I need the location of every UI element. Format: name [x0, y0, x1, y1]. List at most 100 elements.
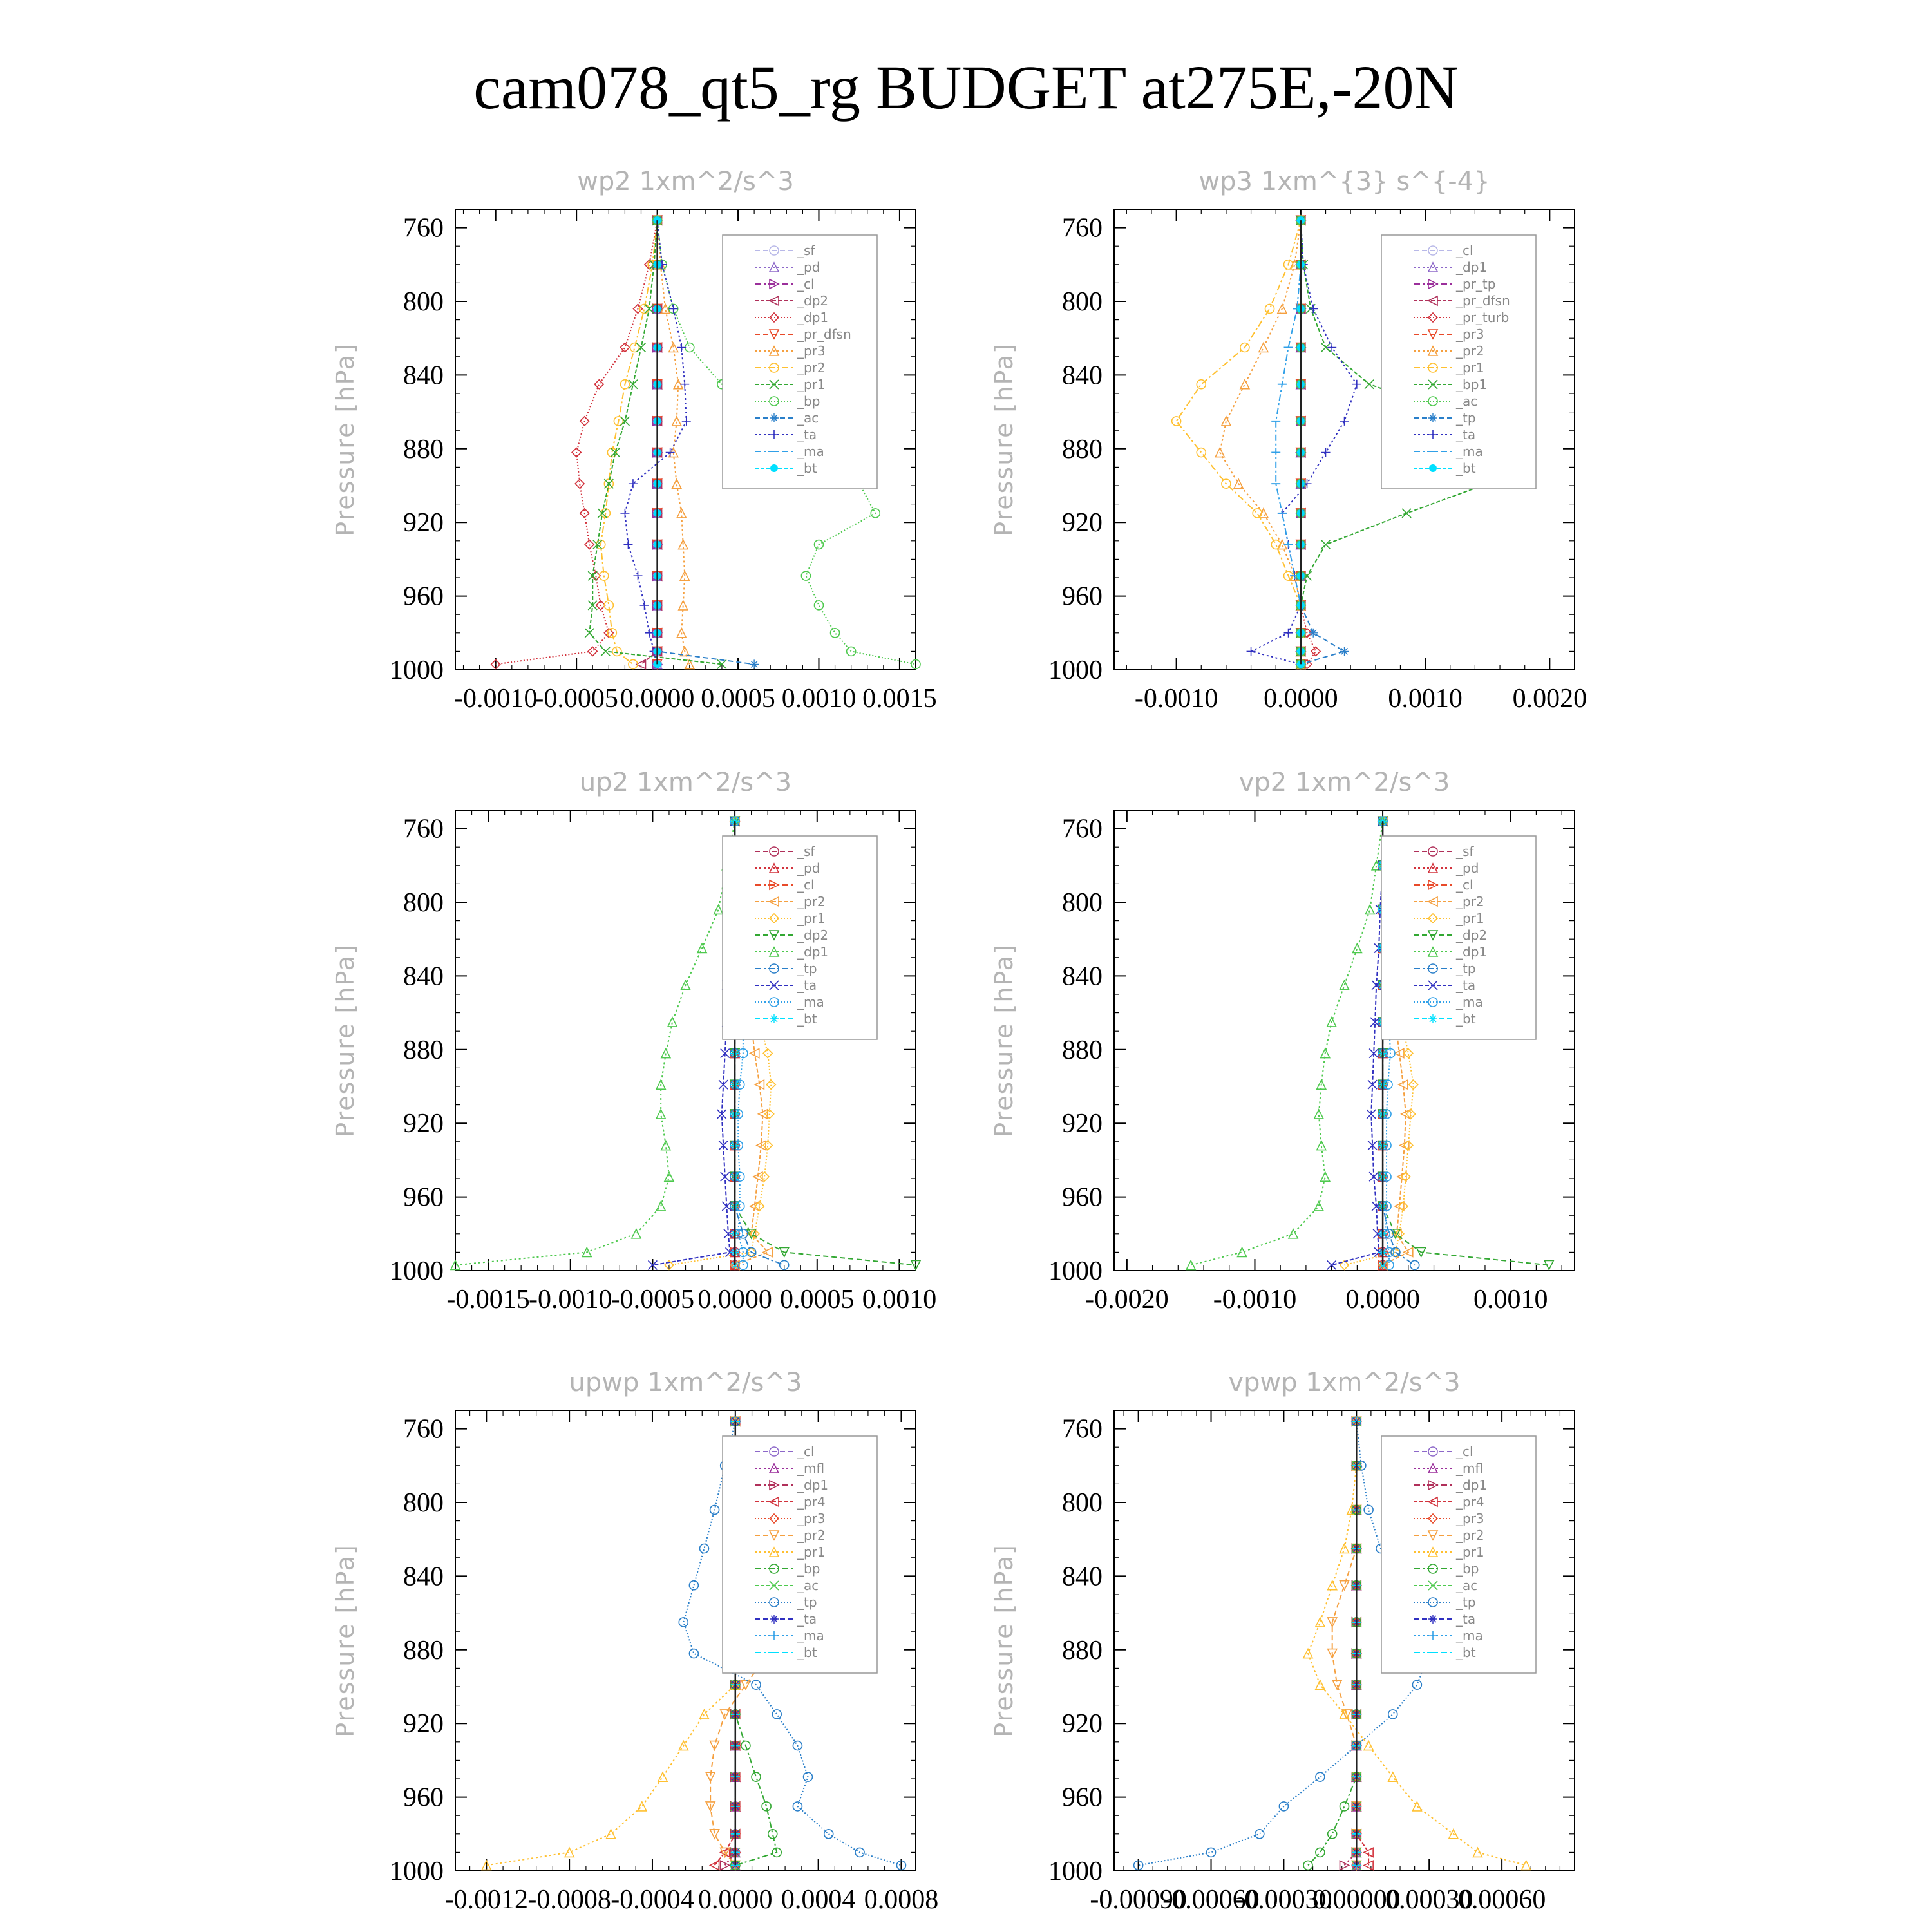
- legend-label: _dp1: [1455, 1477, 1487, 1493]
- legend-entry: _pr1: [755, 911, 826, 926]
- x-tick-label: 0.0000: [698, 1885, 773, 1915]
- plot-frame: [455, 209, 916, 670]
- data-point: [696, 942, 708, 954]
- legend-label: _tp: [1455, 1595, 1476, 1610]
- data-point: [677, 600, 689, 611]
- data-point: [1368, 1048, 1379, 1059]
- data-point: [684, 342, 695, 353]
- legend-label: _pr2: [1455, 343, 1484, 359]
- legend-marker: [1427, 1463, 1439, 1473]
- data-point: [595, 600, 606, 611]
- legend-label: _bt: [797, 1011, 817, 1027]
- legend-entry: _cl: [1414, 1444, 1473, 1459]
- legend-box: [1381, 1435, 1537, 1674]
- y-axis-label: Pressure [hPa]: [990, 1544, 1018, 1738]
- data-point: [639, 600, 649, 610]
- data-point: [1394, 1200, 1405, 1212]
- y-tick-label: 880: [1062, 435, 1103, 464]
- legend: _sf_pd_cl_pr2 _pr1_dp2_dp1_tp _ta_ma_bt: [1381, 835, 1537, 1040]
- y-tick-label: 1000: [390, 1857, 444, 1886]
- data-point: [667, 1016, 678, 1027]
- data-point: [628, 659, 638, 670]
- data-point: [657, 1771, 668, 1782]
- data-point: [671, 478, 682, 489]
- y-tick-label: 960: [403, 1783, 444, 1813]
- legend-label: _ma: [797, 1628, 824, 1643]
- legend-label: _cl: [1455, 877, 1473, 893]
- data-point: [1316, 1139, 1327, 1151]
- data-point: [1400, 1108, 1411, 1120]
- legend-marker: [1428, 363, 1438, 373]
- legend-label: _pr1: [1455, 1544, 1484, 1560]
- legend-label: _bt: [1455, 1645, 1476, 1660]
- legend-marker: [1428, 997, 1438, 1007]
- x-tick-label: 0.0008: [864, 1885, 939, 1915]
- data-point: [813, 539, 824, 550]
- legend-entry: _bt: [1414, 460, 1476, 476]
- panel-title: vpwp 1xm^2/s^3: [1228, 1368, 1460, 1397]
- data-point: [620, 379, 630, 390]
- series-line: [1190, 821, 1384, 1266]
- data-point: [1401, 508, 1412, 518]
- data-point: [1326, 1016, 1337, 1027]
- data-point: [592, 539, 603, 550]
- data-point: [1283, 628, 1293, 638]
- y-tick-label: 920: [1062, 1109, 1103, 1139]
- data-point: [1320, 1047, 1331, 1059]
- data-point: [600, 508, 611, 518]
- legend-entry: _pr_tp: [1414, 276, 1495, 292]
- data-point: [1370, 1017, 1380, 1027]
- legend-entry: _pr3: [755, 1511, 826, 1526]
- legend-label: _dp2: [797, 927, 828, 943]
- legend-entry: _cl: [755, 1444, 815, 1459]
- data-point: [628, 379, 638, 390]
- x-tick-label: 0.0000: [1264, 684, 1338, 714]
- legend-marker: [1428, 879, 1439, 891]
- legend-marker: [768, 1530, 780, 1541]
- legend-label: _ma: [1455, 1628, 1483, 1643]
- data-point: [1287, 1228, 1299, 1239]
- x-tick-label: -0.0020: [1085, 1285, 1169, 1314]
- data-point: [587, 600, 598, 611]
- legend-label: _ma: [797, 994, 824, 1010]
- data-point: [749, 1228, 760, 1239]
- legend-entry: _pr1: [755, 377, 826, 392]
- data-point: [684, 658, 696, 670]
- data-point: [628, 479, 638, 489]
- data-point: [772, 1847, 782, 1858]
- legend-entry: _sf: [755, 243, 815, 258]
- legend-entry: _pr2: [1414, 1528, 1484, 1543]
- legend-label: _cl: [797, 877, 815, 893]
- data-point: [680, 979, 691, 990]
- data-point: [1367, 1079, 1378, 1090]
- legend-entry: _bt: [755, 460, 817, 476]
- data-point: [1315, 1772, 1325, 1782]
- series-dp1: [490, 215, 663, 670]
- legend-marker: [768, 1496, 779, 1508]
- legend-marker: [769, 1479, 780, 1491]
- series-line: [656, 220, 690, 665]
- data-point: [1313, 1200, 1325, 1211]
- data-point: [1309, 628, 1318, 638]
- data-point: [1320, 342, 1331, 353]
- data-point: [709, 1829, 720, 1840]
- series-line: [589, 220, 723, 665]
- data-point: [579, 507, 590, 519]
- legend-entry: _pr_dfsn: [755, 327, 851, 342]
- data-point: [750, 659, 759, 669]
- data-point: [705, 1801, 716, 1812]
- y-tick-label: 920: [1062, 1709, 1103, 1739]
- legend: _sf _pd_cl_dp2 _dp1 _pr_dfsn_pr3_pr2 _pr1_bp…: [722, 234, 878, 489]
- plot-frame: [1113, 209, 1575, 670]
- legend-marker: [770, 464, 778, 472]
- data-point: [1472, 1846, 1483, 1858]
- legend-marker: [1429, 464, 1437, 472]
- legend-entry: _dp2: [755, 927, 828, 943]
- data-point: [679, 645, 690, 657]
- data-point: [1171, 416, 1182, 426]
- data-point: [1327, 343, 1337, 352]
- data-point: [719, 1709, 730, 1720]
- data-point: [896, 1860, 907, 1871]
- data-point: [1340, 647, 1349, 656]
- data-point: [1246, 647, 1256, 656]
